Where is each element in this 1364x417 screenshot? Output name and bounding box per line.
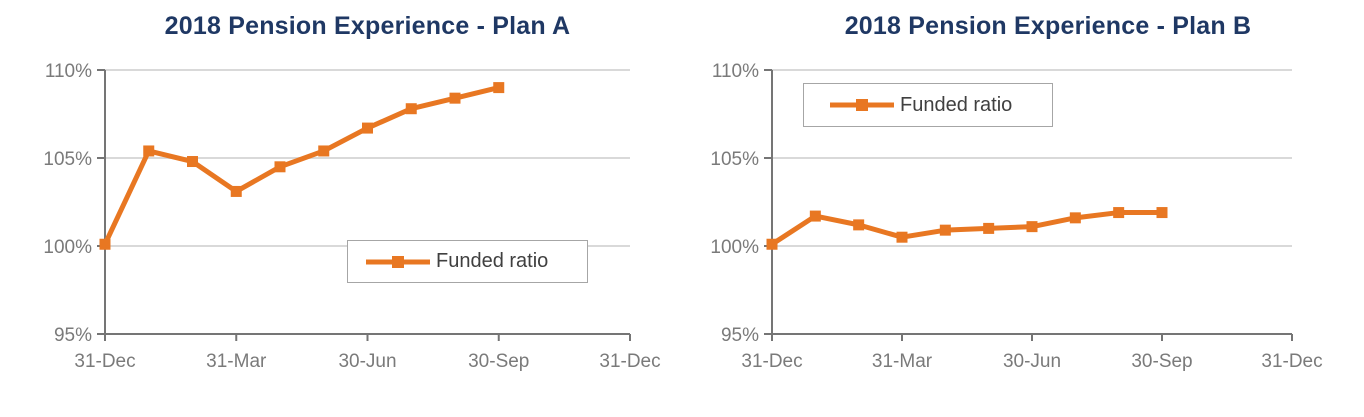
data-point-marker [939,224,951,236]
funded-ratio-line-swatch [366,255,430,268]
y-tick-label: 105% [43,149,92,170]
data-point-marker [318,145,330,157]
legend-plan-a: Funded ratio [347,240,588,283]
data-point-marker [766,238,778,250]
data-point-marker [362,122,373,134]
chart-plan-a: 2018 Pension Experience - Plan A 95% 100%… [43,12,660,372]
data-point-marker [809,210,821,222]
data-point-marker [1026,221,1038,233]
y-tick-label: 95% [721,325,759,346]
legend-plan-b: Funded ratio [803,83,1053,127]
x-tick-label: 31-Mar [206,351,267,372]
legend-marker-sample [392,255,404,268]
x-tick-label: 31-Dec [599,351,660,372]
chart-plan-b: 2018 Pension Experience - Plan B 95% 100%… [682,0,1364,417]
data-point-marker [99,238,111,250]
y-tick-label: 100% [43,237,92,258]
x-tick-label: 30-Sep [468,351,529,372]
data-point-marker [1156,207,1168,219]
x-tick-label: 30-Jun [1003,351,1061,372]
plan-b-plot-canvas: 95% 100% 105% 110% 31-Dec 31-Mar 30-Jun 30-Sep 3… [710,61,1322,372]
data-point-marker [143,145,155,157]
data-point-marker [1113,207,1125,219]
funded-ratio-line [102,85,502,247]
x-tick-label: 31-Dec [1261,351,1322,372]
legend-label-funded-ratio: Funded ratio [900,93,1013,116]
data-point-marker [405,103,417,115]
legend-marker-sample [856,99,868,111]
data-point-marker [274,161,286,173]
funded-ratio-line-swatch [830,99,894,111]
data-point-marker [983,222,995,234]
data-point-marker [449,92,461,104]
data-point-marker [1069,212,1081,224]
x-tick-label: 31-Dec [741,351,802,372]
data-point-marker [896,231,908,243]
y-tick-label: 95% [54,325,92,346]
chart-title-plan-a: 2018 Pension Experience - Plan A [164,12,571,40]
data-point-marker [187,156,198,168]
x-tick-label: 30-Sep [1131,351,1192,372]
plan-a-plot-canvas: 95% 100% 105% 110% 31-Dec 31-Mar 30-Jun 30-Sep 3… [43,61,660,372]
chart-title-plan-b: 2018 Pension Experience - Plan B [844,12,1252,40]
y-tick-label: 105% [710,149,759,170]
y-tick-label: 110% [712,61,759,82]
data-point-marker [230,185,242,197]
funded-ratio-line [769,210,1165,247]
x-tick-label: 31-Dec [74,351,135,372]
x-tick-label: 31-Mar [872,351,933,372]
data-point-marker [853,219,865,231]
legend-label-funded-ratio: Funded ratio [436,250,549,272]
y-tick-label: 110% [45,61,92,82]
data-point-marker [493,82,505,94]
y-tick-label: 100% [710,237,759,258]
x-tick-label: 30-Jun [338,351,396,372]
